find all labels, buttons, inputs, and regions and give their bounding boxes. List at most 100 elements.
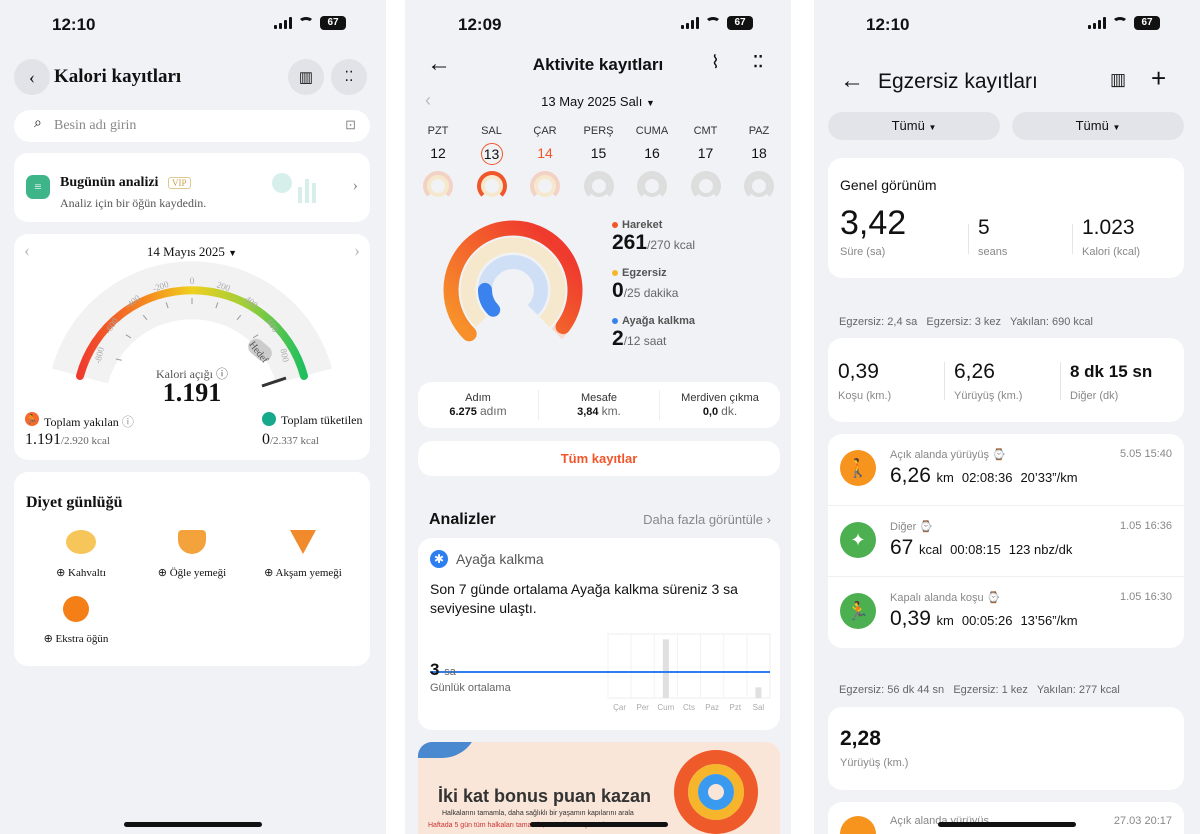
today-analysis-card[interactable]: ≡ Bugünün analizi VIP Analiz için bir öğ… (14, 153, 370, 222)
chart-button[interactable]: ▥ (288, 59, 324, 95)
chart-bar-Cum (662, 639, 669, 698)
gauge-needle (261, 376, 287, 388)
search-placeholder: Besin adı girin (54, 118, 137, 133)
plus-icon: ⊕ (43, 633, 53, 645)
activity-list-item[interactable]: 🚶 Açık alanda yürüyüş ⌚ 5.05 15:40 6,26 … (828, 434, 1184, 504)
day-13[interactable]: SAL 13 (467, 125, 517, 201)
chart-x-label: Pzt (730, 703, 742, 712)
battery-icon: 67 (727, 16, 753, 30)
home-indicator[interactable] (124, 822, 262, 827)
exercise-ring-track (460, 237, 566, 343)
back-button[interactable]: ‹ (14, 59, 50, 95)
caret-down-icon: ▼ (1112, 123, 1121, 132)
day-15[interactable]: PERŞ 15 (574, 125, 624, 201)
meal-dinner[interactable]: ⊕ Akşam yemeği (248, 530, 358, 579)
activity-list-item[interactable]: Açık alanda yürüyüş 27.03 20:17 (828, 802, 1184, 834)
meal-breakfast[interactable]: ⊕ Kahvaltı (26, 530, 136, 579)
stat-label: Hareket (622, 219, 663, 231)
back-arrow-icon[interactable]: ← (427, 50, 451, 77)
run-km-label: Koşu (km.) (838, 390, 892, 402)
more-icon[interactable]: ⁚⁚ (753, 54, 764, 71)
back-arrow-icon[interactable]: ← (840, 67, 864, 94)
month-totals-card: 0,39 Koşu (km.) 6,26 Yürüyüş (km.) 8 dk … (828, 338, 1184, 422)
meal-lunch[interactable]: ⊕ Öğle yemeği (137, 530, 247, 579)
plus-icon: ⊕ (157, 567, 167, 579)
orange-icon (63, 596, 89, 622)
day-16[interactable]: CUMA 16 (627, 125, 677, 201)
stat-label: Ayağa kalkma (622, 315, 695, 327)
total-burned-value: 1.191/2.920 kcal (25, 431, 110, 448)
signal-icon (1088, 17, 1106, 29)
day-label: PZT (427, 125, 449, 137)
route-icon[interactable]: ⌇ (711, 52, 720, 72)
activity-records-screen: 12:09 67 ← Aktivite kayıtları ⌇ ⁚⁚ ‹ 13 … (405, 0, 791, 834)
day-18[interactable]: PAZ 18 (734, 125, 784, 201)
gauge-tick (252, 334, 259, 339)
bowl-icon (262, 412, 276, 426)
day-ring-icon (744, 171, 774, 201)
promo-banner[interactable]: İki kat bonus puan kazan Halkalarını tam… (418, 742, 780, 834)
activity-name: Açık alanda yürüyüş ⌚ (890, 449, 1006, 461)
add-icon[interactable]: + (1151, 63, 1167, 93)
next-date-button[interactable]: › (354, 240, 360, 260)
page-title: Aktivite kayıtları (532, 55, 664, 74)
calorie-deficit-label: Kalori açığı ⓘ (156, 367, 228, 381)
search-icon: ⌕ (34, 116, 42, 131)
see-more-link[interactable]: Daha fazla görüntüle › (643, 512, 771, 527)
prev-date-button[interactable]: ‹ (24, 240, 30, 260)
home-indicator[interactable] (530, 822, 668, 827)
home-indicator[interactable] (938, 822, 1076, 827)
steps-stat: Adım 6.275 adım (449, 392, 507, 418)
bar-chart-icon[interactable]: ▥ (1110, 70, 1127, 89)
plus-icon: ⊕ (56, 567, 66, 579)
month-summary: Egzersiz: 2,4 sa Egzersiz: 3 kez Yakılan… (839, 316, 1093, 328)
day-17[interactable]: CMT 17 (681, 125, 731, 201)
meal-label: Kahvaltı (68, 567, 106, 579)
activity-list-item[interactable]: ✦ Diğer ⌚ 1.05 16:36 67 kcal 00:08:15 123 … (828, 505, 1184, 575)
day-number: 14 (537, 145, 553, 161)
more-button[interactable]: ⁚⁚ (331, 59, 367, 95)
date-selector[interactable]: 14 Mayıs 2025 ▼ (14, 244, 370, 260)
rings-illustration (674, 750, 758, 834)
date-selector[interactable]: 13 May 2025 Salı ▼ (541, 94, 655, 109)
meal-label: Öğle yemeği (169, 567, 227, 579)
sessions-label: seans (978, 246, 1008, 258)
diet-log-title: Diyet günlüğü (26, 494, 123, 511)
activity-name: Kapalı alanda koşu ⌚ (890, 592, 1001, 604)
day-label: PAZ (748, 125, 770, 137)
scan-icon[interactable]: ⊡ (345, 117, 356, 132)
activity-summary-card: Adım 6.275 adım Mesafe 3,84 km. Merdiven ç… (418, 382, 780, 428)
treadmill-icon: 🏃 (840, 593, 876, 629)
activity-list: 🚶 Açık alanda yürüyüş ⌚ 5.05 15:40 6,26 … (828, 434, 1184, 648)
scan-dots-icon: ⁚⁚ (344, 69, 354, 85)
stand-person-icon: ✱ (430, 550, 448, 568)
day-label: ÇAR (533, 125, 557, 137)
analysis-heading: Analizler (429, 511, 496, 528)
duration-value: 3,42 (840, 204, 907, 242)
watch-icon: ⌚ (919, 521, 934, 533)
activity-list-item[interactable]: 🏃 Kapalı alanda koşu ⌚ 1.05 16:30 0,39 k… (828, 576, 1184, 646)
search-input[interactable]: ⌕ Besin adı girin ⊡ (14, 110, 370, 142)
ring-stat: Egzersiz 0/25 dakika (612, 267, 695, 303)
filter-device-dropdown[interactable]: Tümü ▼ (1012, 112, 1184, 140)
day-12[interactable]: PZT 12 (413, 125, 463, 201)
day-number: 17 (697, 145, 714, 161)
overview-card: Genel görünüm 3,42 Süre (sa) 5 seans 1.0… (828, 158, 1184, 278)
stand-analysis-card[interactable]: ✱ Ayağa kalkma Son 7 günde ortalama Ayağ… (418, 538, 780, 730)
all-records-button[interactable]: Tüm kayıtlar (418, 441, 780, 476)
stat-value: 261 (612, 231, 648, 254)
caret-down-icon: ▼ (228, 248, 238, 258)
filter-type-dropdown[interactable]: Tümü ▼ (828, 112, 1000, 140)
meal-label: Akşam yemeği (275, 567, 342, 579)
gauge-tick-label: 800 (278, 348, 291, 364)
gauge-tick-label: 0 (190, 276, 195, 286)
other-value: 8 dk 15 sn (1070, 362, 1153, 381)
activity-values: 0,39 km 00:05:26 13’56”/km (890, 607, 1078, 630)
info-icon[interactable]: ⓘ (215, 367, 228, 381)
meal-extra[interactable]: ⊕ Ekstra öğün (26, 596, 126, 645)
day-14[interactable]: ÇAR 14 (520, 125, 570, 201)
stat-goal: /12 saat (623, 334, 667, 348)
prev-day-button[interactable]: ‹ (425, 90, 431, 110)
chart-x-label: Sal (753, 703, 765, 712)
info-icon[interactable]: ⓘ (121, 415, 134, 429)
